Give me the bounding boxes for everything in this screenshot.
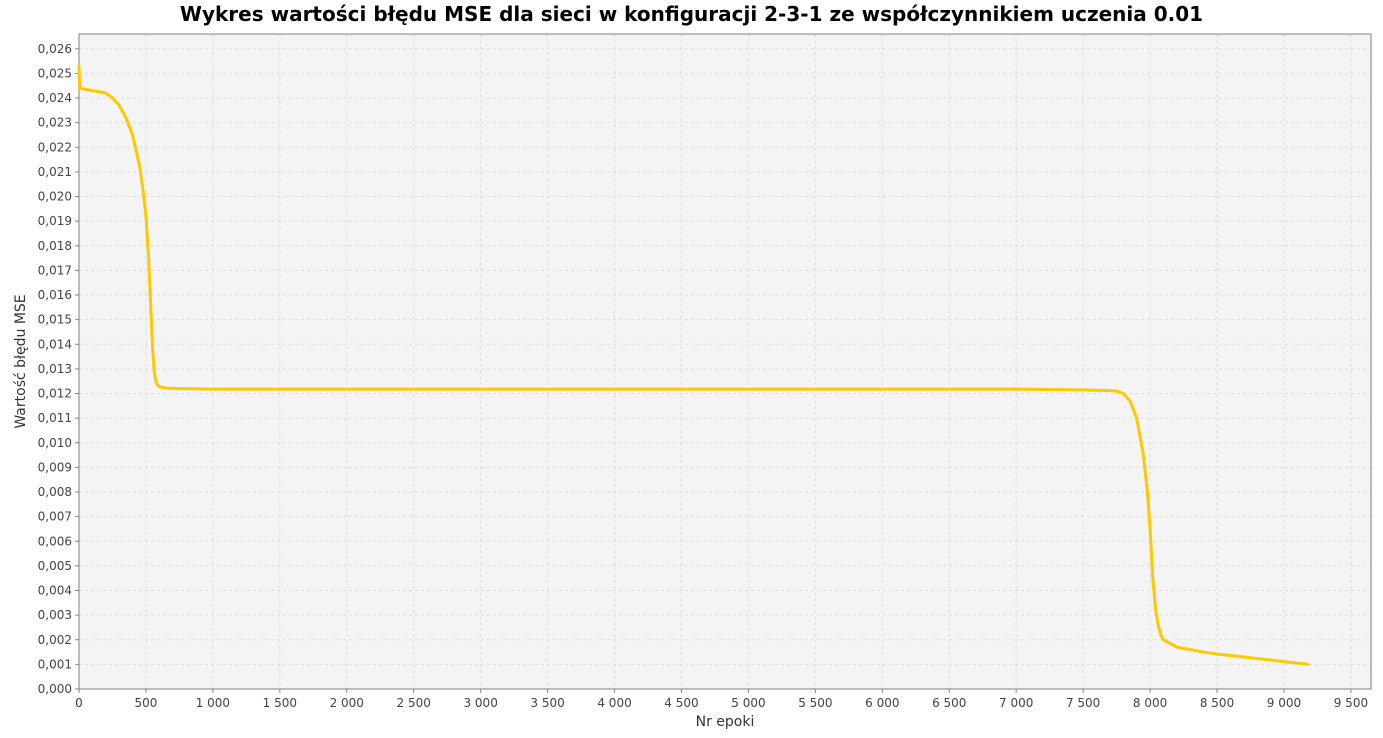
x-tick-label: 4 000 xyxy=(597,696,631,710)
y-tick-label: 0,011 xyxy=(38,411,72,425)
grid xyxy=(79,34,1371,689)
y-tick-label: 0,008 xyxy=(38,485,72,499)
y-tick-label: 0,002 xyxy=(38,633,72,647)
x-tick-label: 7 000 xyxy=(999,696,1033,710)
y-tick-label: 0,026 xyxy=(38,42,72,56)
y-tick-label: 0,014 xyxy=(38,337,72,351)
y-tick-label: 0,021 xyxy=(38,165,72,179)
x-tick-label: 3 500 xyxy=(530,696,564,710)
y-tick-label: 0,012 xyxy=(38,387,72,401)
y-tick-label: 0,022 xyxy=(38,140,72,154)
y-tick-label: 0,007 xyxy=(38,510,72,524)
x-tick-label: 8 000 xyxy=(1133,696,1167,710)
y-tick-label: 0,024 xyxy=(38,91,72,105)
x-tick-label: 4 500 xyxy=(664,696,698,710)
y-tick-label: 0,006 xyxy=(38,534,72,548)
x-tick-label: 3 000 xyxy=(463,696,497,710)
chart-title: Wykres wartości błędu MSE dla sieci w ko… xyxy=(179,2,1204,26)
x-tick-label: 6 000 xyxy=(865,696,899,710)
y-tick-label: 0,000 xyxy=(38,682,72,696)
x-tick-label: 0 xyxy=(75,696,83,710)
x-tick-label: 6 500 xyxy=(932,696,966,710)
y-tick-label: 0,025 xyxy=(38,66,72,80)
y-tick-label: 0,004 xyxy=(38,584,72,598)
y-tick-label: 0,017 xyxy=(38,263,72,277)
axes: 0,000 0,001 0,002 0,003 0,004 0,005 0,006 0,007… xyxy=(38,33,1372,710)
plot-border xyxy=(78,33,1372,690)
y-tick-label: 0,015 xyxy=(38,313,72,327)
y-tick-label: 0,020 xyxy=(38,190,72,204)
x-tick-label: 500 xyxy=(134,696,157,710)
y-tick-label: 0,005 xyxy=(38,559,72,573)
x-tick-label: 5 000 xyxy=(731,696,765,710)
x-tick-label: 1 500 xyxy=(263,696,297,710)
y-tick-label: 0,010 xyxy=(38,436,72,450)
y-axis-title: Wartość błędu MSE xyxy=(13,294,29,428)
y-tick-label: 0,018 xyxy=(38,239,72,253)
y-tick-label: 0,001 xyxy=(38,657,72,671)
x-tick-label: 9 500 xyxy=(1334,696,1368,710)
x-tick-label: 2 000 xyxy=(330,696,364,710)
y-tick-label: 0,016 xyxy=(38,288,72,302)
x-tick-label: 9 000 xyxy=(1267,696,1301,710)
x-tick-label: 7 500 xyxy=(1066,696,1100,710)
y-tick-label: 0,003 xyxy=(38,608,72,622)
plot-area xyxy=(79,34,1371,689)
y-tick-label: 0,009 xyxy=(38,460,72,474)
y-tick-label: 0,013 xyxy=(38,362,72,376)
x-tick-label: 1 000 xyxy=(196,696,230,710)
y-tick-label: 0,019 xyxy=(38,214,72,228)
y-tick-label: 0,023 xyxy=(38,116,72,130)
x-tick-label: 5 500 xyxy=(798,696,832,710)
x-axis-title: Nr epoki xyxy=(696,714,755,730)
series-line xyxy=(77,64,1310,666)
x-tick-label: 2 500 xyxy=(397,696,431,710)
series-layer xyxy=(77,64,1310,666)
x-tick-label: 8 500 xyxy=(1200,696,1234,710)
